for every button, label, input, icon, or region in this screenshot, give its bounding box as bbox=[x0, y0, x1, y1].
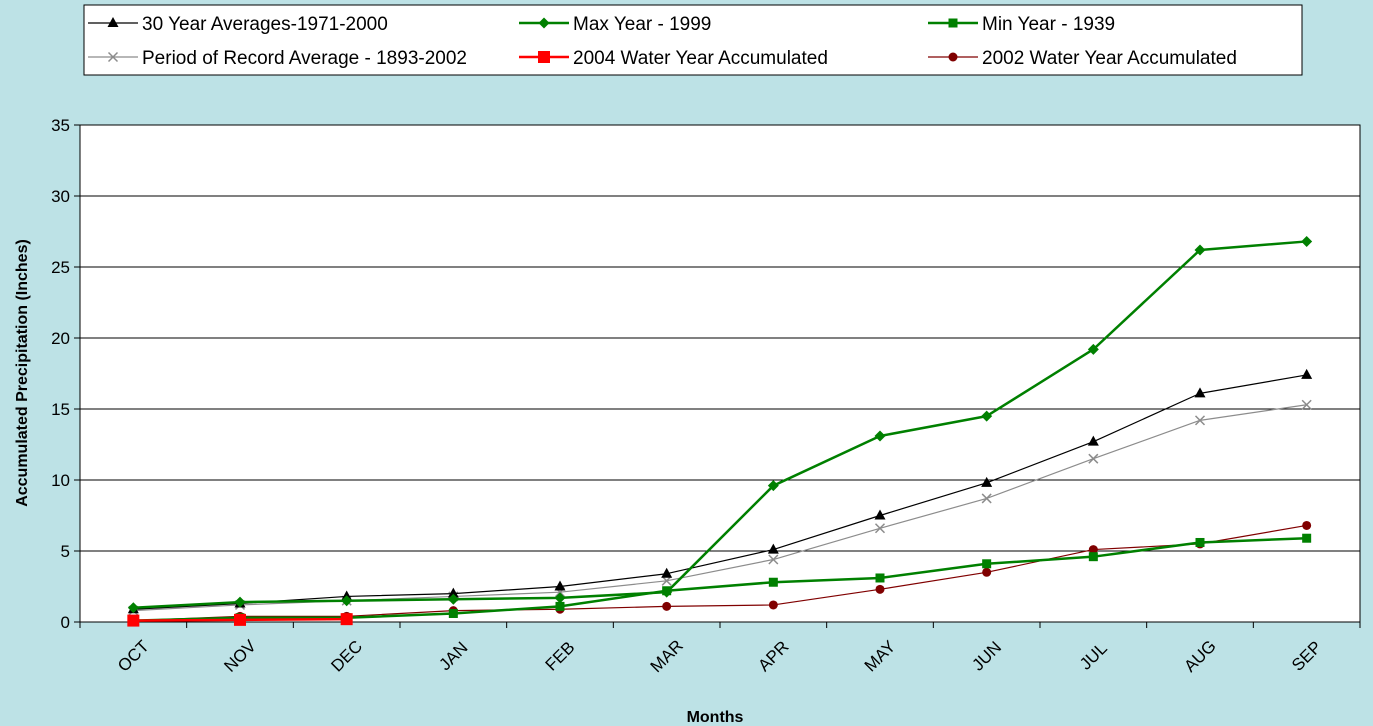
data-point bbox=[1301, 399, 1312, 410]
data-point bbox=[662, 601, 672, 611]
data-point bbox=[981, 476, 993, 487]
x-tick-label: JAN bbox=[435, 638, 471, 674]
plot-area: 0 5 10 15 20 25 30 35 OCT NOV DEC JAN FEB MAR APR MAY JU… bbox=[51, 116, 1361, 676]
data-point bbox=[1087, 343, 1099, 355]
data-point bbox=[127, 614, 140, 627]
series-4 bbox=[127, 613, 353, 627]
x-tick-label: MAY bbox=[861, 637, 900, 676]
data-point bbox=[447, 593, 459, 605]
data-point bbox=[768, 577, 778, 587]
x-tick-label: NOV bbox=[220, 636, 260, 676]
legend-box bbox=[83, 4, 1303, 76]
x-tick-label: JUN bbox=[968, 638, 1005, 675]
x-tick-label: OCT bbox=[114, 637, 153, 676]
legend-marker bbox=[948, 18, 958, 28]
legend-label: 30 Year Averages-1971-2000 bbox=[142, 14, 388, 35]
y-tick-label: 25 bbox=[51, 258, 70, 277]
legend-marker bbox=[107, 17, 119, 27]
series-line bbox=[133, 524, 1307, 622]
legend-label: 2002 Water Year Accumulated bbox=[982, 48, 1237, 69]
data-point bbox=[981, 410, 993, 422]
data-point bbox=[1194, 244, 1206, 256]
data-point bbox=[661, 575, 672, 586]
data-point bbox=[1301, 235, 1313, 247]
data-point bbox=[1194, 387, 1206, 398]
y-tick-label: 15 bbox=[51, 400, 70, 419]
data-point bbox=[1302, 520, 1312, 530]
data-point bbox=[874, 509, 886, 520]
y-tick-label: 5 bbox=[61, 542, 70, 561]
x-tick-label: MAR bbox=[647, 636, 687, 676]
legend-marker bbox=[538, 51, 550, 63]
y-tick-label: 0 bbox=[61, 613, 70, 632]
data-point bbox=[982, 567, 992, 577]
data-point bbox=[768, 554, 779, 565]
x-tick-label: FEB bbox=[542, 638, 579, 675]
legend: 30 Year Averages-1971-2000 Max Year - 199… bbox=[83, 4, 1303, 76]
y-tick-label: 35 bbox=[51, 116, 70, 135]
legend-marker bbox=[538, 17, 550, 29]
data-point bbox=[661, 586, 673, 598]
legend-marker bbox=[107, 51, 119, 63]
data-point bbox=[768, 600, 778, 610]
data-point bbox=[767, 480, 779, 492]
data-point bbox=[874, 430, 886, 442]
x-tick-label: SEP bbox=[1288, 637, 1325, 674]
data-point bbox=[874, 523, 886, 534]
legend-item: 2004 Water Year Accumulated bbox=[519, 48, 828, 69]
data-point bbox=[448, 608, 458, 618]
x-tick-label: DEC bbox=[327, 637, 366, 676]
legend-label: Max Year - 1999 bbox=[573, 14, 711, 35]
legend-item: Min Year - 1939 bbox=[928, 14, 1115, 35]
data-point bbox=[340, 613, 353, 626]
data-point bbox=[447, 587, 459, 598]
data-point bbox=[1088, 545, 1098, 555]
data-point bbox=[982, 559, 992, 569]
legend-label: Min Year - 1939 bbox=[982, 14, 1115, 35]
y-tick-label: 20 bbox=[51, 329, 70, 348]
legend-label: Period of Record Average - 1893-2002 bbox=[142, 48, 467, 69]
y-tick-label: 30 bbox=[51, 187, 70, 206]
x-axis-title: Months bbox=[687, 709, 744, 726]
legend-item: 2002 Water Year Accumulated bbox=[928, 48, 1237, 69]
y-tick-label: 10 bbox=[51, 471, 70, 490]
series-1 bbox=[127, 235, 1313, 614]
data-point bbox=[555, 601, 565, 611]
legend-marker bbox=[948, 52, 958, 62]
data-point bbox=[234, 596, 246, 608]
data-point bbox=[1088, 552, 1098, 562]
data-point bbox=[661, 567, 673, 578]
data-point bbox=[767, 543, 779, 554]
legend-item: Max Year - 1999 bbox=[519, 14, 711, 35]
legend-item: 30 Year Averages-1971-2000 bbox=[88, 14, 388, 35]
data-point bbox=[1087, 435, 1099, 446]
y-axis-title: Accumulated Precipitation (Inches) bbox=[14, 239, 31, 507]
data-point bbox=[875, 573, 885, 583]
data-point bbox=[554, 580, 566, 591]
series-line bbox=[133, 374, 1307, 610]
data-point bbox=[875, 584, 885, 594]
x-tick-label: APR bbox=[754, 637, 792, 675]
data-point bbox=[554, 592, 566, 604]
series-line bbox=[133, 536, 1307, 622]
data-point bbox=[1301, 368, 1313, 379]
data-point bbox=[127, 602, 139, 614]
data-point bbox=[1194, 415, 1206, 426]
x-tick-label: AUG bbox=[1180, 636, 1219, 675]
data-point bbox=[1088, 453, 1099, 464]
series-line bbox=[133, 240, 1307, 610]
x-tick-label: JUL bbox=[1076, 639, 1111, 674]
data-point bbox=[341, 595, 353, 607]
data-point bbox=[234, 613, 246, 626]
data-point bbox=[1302, 533, 1312, 543]
legend-label: 2004 Water Year Accumulated bbox=[573, 48, 828, 69]
data-point bbox=[981, 493, 992, 504]
data-point bbox=[1195, 537, 1205, 547]
legend-item: Period of Record Average - 1893-2002 bbox=[88, 48, 467, 69]
